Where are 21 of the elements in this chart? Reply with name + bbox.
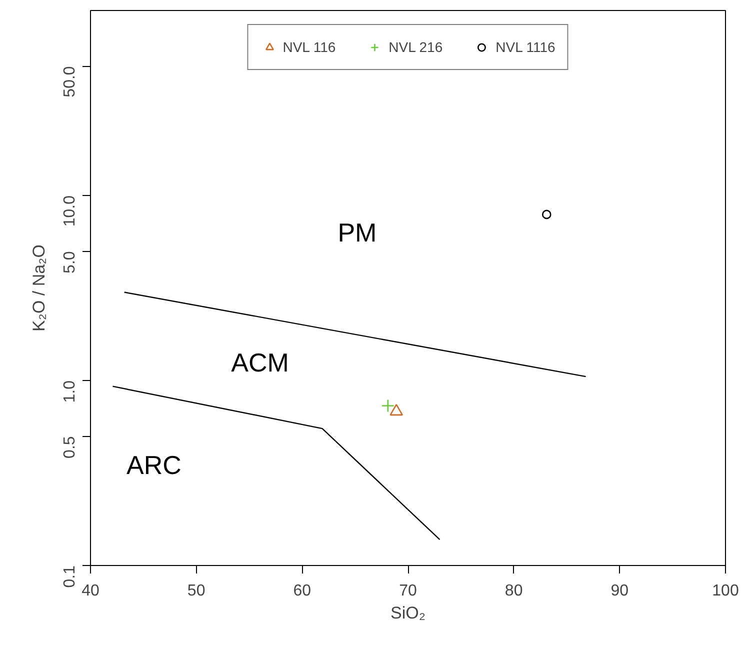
y-tick-label: 1.0	[62, 380, 78, 403]
y-tick-label: 10.0	[62, 195, 78, 227]
y-axis-title: K₂O / Na₂O	[30, 244, 48, 332]
x-tick-label: 90	[610, 582, 629, 600]
x-axis-title: SiO₂	[390, 604, 426, 622]
y-tick-label: 0.1	[62, 565, 78, 588]
x-tick-label: 50	[187, 582, 206, 600]
annotation: ARC	[126, 450, 182, 480]
x-tick-label: 100	[712, 582, 739, 600]
x-tick-label: 60	[293, 582, 312, 600]
annotation: PM	[338, 218, 377, 248]
legend-label: NVL 1116	[496, 39, 556, 55]
legend-label: NVL 116	[282, 39, 336, 55]
y-tick-label: 0.5	[62, 436, 78, 458]
annotation: ACM	[231, 347, 289, 378]
y-tick-label: 5.0	[62, 251, 78, 274]
x-tick-label: 80	[504, 582, 523, 600]
x-tick-label: 40	[82, 582, 100, 600]
legend-label: NVL 216	[388, 39, 443, 55]
x-tick-label: 70	[399, 582, 417, 600]
y-tick-label: 50.0	[62, 66, 78, 98]
